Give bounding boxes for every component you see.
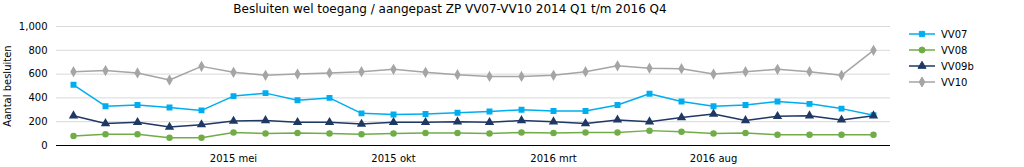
svg-text:2015 okt: 2015 okt [371,153,416,164]
html-text:VV07: VV07 [941,28,968,40]
svg-text:1,000: 1,000 [19,21,48,32]
svg-text:0: 0 [41,140,47,151]
svg-text:2016 aug: 2016 aug [690,153,737,164]
svg-text:400: 400 [28,92,47,103]
html-text:VV08: VV08 [941,44,968,56]
svg-text:2016 mrt: 2016 mrt [530,153,576,164]
svg-text:2015 mei: 2015 mei [210,153,257,164]
html-text:Besluiten wel toegang / aangep: Besluiten wel toegang / aangepast ZP VV0… [233,2,667,16]
svg-text:600: 600 [28,68,47,79]
svg-text:800: 800 [28,45,47,56]
html-text:VV09b: VV09b [941,60,974,72]
svg-text:Aantal besluiten: Aantal besluiten [2,45,13,126]
html-text:VV10: VV10 [941,76,968,88]
svg-text:200: 200 [28,116,47,127]
